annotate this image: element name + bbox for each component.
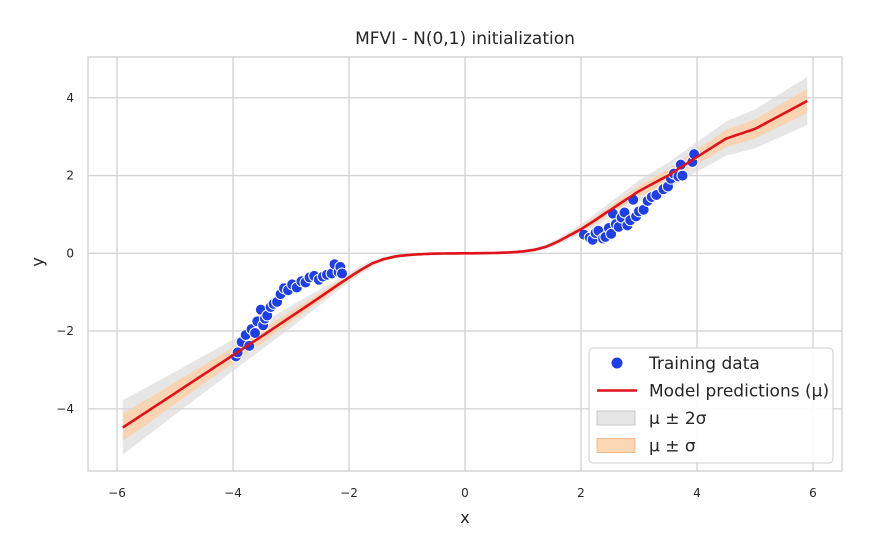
legend-label: μ ± σ — [649, 437, 696, 457]
legend-label: Model predictions (μ) — [649, 382, 829, 402]
plot-frame — [87, 56, 843, 472]
x-tick-label: 2 — [577, 486, 585, 500]
legend-marker-band1 — [596, 438, 636, 453]
data-point — [676, 169, 689, 182]
chart-title: MFVI - N(0,1) initialization — [355, 29, 575, 49]
data-point — [249, 327, 262, 339]
legend-marker-band2 — [596, 410, 636, 426]
y-tick-label: 2 — [66, 169, 74, 183]
x-tick-label: −4 — [224, 486, 242, 500]
legend-box — [588, 347, 834, 464]
y-axis-label: y — [28, 257, 47, 266]
mean-line-group — [122, 99, 808, 429]
x-tick-label: −6 — [108, 486, 126, 500]
x-tick-labels: −6 −4 −2 0 2 4 6 — [108, 486, 817, 500]
data-point — [336, 267, 349, 280]
x-tick-label: 6 — [809, 486, 817, 500]
legend-marker-points — [610, 356, 624, 370]
legend-label: μ ± 2σ — [649, 409, 707, 429]
data-point — [605, 227, 618, 240]
y-tick-label: 4 — [66, 91, 74, 105]
legend: Training data Model predictions (μ) μ ± 2σ… — [588, 347, 834, 464]
y-tick-labels: −4 −2 0 2 4 — [56, 91, 74, 416]
x-tick-label: 4 — [693, 486, 701, 500]
y-tick-label: −4 — [56, 402, 74, 416]
grid — [88, 57, 842, 471]
x-tick-label: −2 — [340, 486, 358, 500]
mean-line — [122, 99, 808, 429]
y-tick-label: −2 — [56, 324, 74, 338]
x-axis-label: x — [460, 508, 469, 527]
y-tick-label: 0 — [66, 246, 74, 260]
legend-label: Training data — [648, 354, 760, 374]
x-tick-label: 0 — [461, 486, 469, 500]
